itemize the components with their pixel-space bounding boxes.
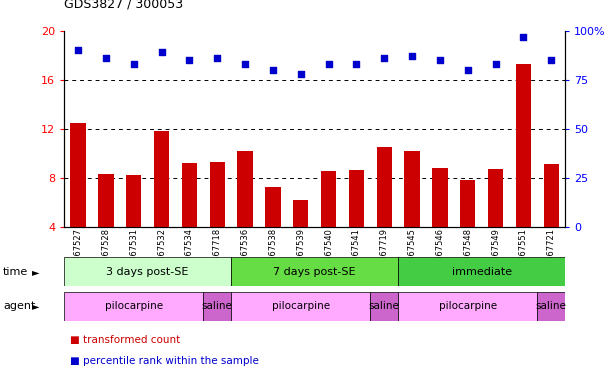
Bar bbox=[64, 257, 231, 286]
Text: agent: agent bbox=[3, 301, 35, 311]
Bar bbox=[370, 292, 398, 321]
Point bbox=[185, 57, 194, 63]
Point bbox=[129, 61, 139, 67]
Point bbox=[324, 61, 334, 67]
Text: saline: saline bbox=[536, 301, 566, 311]
Bar bbox=[126, 175, 141, 227]
Bar bbox=[98, 174, 114, 227]
Point bbox=[407, 53, 417, 59]
Text: pilocarpine: pilocarpine bbox=[439, 301, 497, 311]
Bar bbox=[203, 292, 231, 321]
Text: saline: saline bbox=[202, 301, 233, 311]
Point bbox=[519, 33, 529, 40]
Point bbox=[463, 67, 473, 73]
Text: ■ transformed count: ■ transformed count bbox=[70, 335, 180, 345]
Text: saline: saline bbox=[369, 301, 400, 311]
Text: GDS3827 / 300053: GDS3827 / 300053 bbox=[64, 0, 183, 10]
Bar bbox=[181, 163, 197, 227]
Point bbox=[73, 47, 83, 53]
Bar bbox=[231, 257, 398, 286]
Bar bbox=[398, 292, 537, 321]
Bar bbox=[432, 168, 448, 227]
Bar bbox=[154, 131, 169, 227]
Bar bbox=[238, 151, 253, 227]
Bar bbox=[516, 64, 531, 227]
Point bbox=[268, 67, 278, 73]
Text: ►: ► bbox=[32, 266, 40, 277]
Text: 7 days post-SE: 7 days post-SE bbox=[273, 266, 356, 277]
Bar bbox=[376, 147, 392, 227]
Bar bbox=[398, 257, 565, 286]
Point bbox=[546, 57, 556, 63]
Point bbox=[240, 61, 250, 67]
Bar bbox=[70, 122, 86, 227]
Text: immediate: immediate bbox=[452, 266, 512, 277]
Point bbox=[101, 55, 111, 61]
Bar bbox=[64, 292, 203, 321]
Point bbox=[435, 57, 445, 63]
Point bbox=[156, 49, 166, 55]
Text: pilocarpine: pilocarpine bbox=[104, 301, 163, 311]
Bar bbox=[321, 172, 336, 227]
Bar bbox=[210, 162, 225, 227]
Bar bbox=[544, 164, 559, 227]
Bar bbox=[265, 187, 280, 227]
Point bbox=[213, 55, 222, 61]
Point bbox=[491, 61, 500, 67]
Point bbox=[296, 71, 306, 77]
Bar bbox=[460, 180, 475, 227]
Text: ■ percentile rank within the sample: ■ percentile rank within the sample bbox=[70, 356, 259, 366]
Text: pilocarpine: pilocarpine bbox=[272, 301, 330, 311]
Text: ►: ► bbox=[32, 301, 40, 311]
Point bbox=[351, 61, 361, 67]
Point bbox=[379, 55, 389, 61]
Bar bbox=[293, 200, 309, 227]
Bar bbox=[231, 292, 370, 321]
Text: 3 days post-SE: 3 days post-SE bbox=[106, 266, 189, 277]
Bar bbox=[488, 169, 503, 227]
Bar bbox=[537, 292, 565, 321]
Text: time: time bbox=[3, 266, 28, 277]
Bar bbox=[404, 151, 420, 227]
Bar bbox=[349, 170, 364, 227]
